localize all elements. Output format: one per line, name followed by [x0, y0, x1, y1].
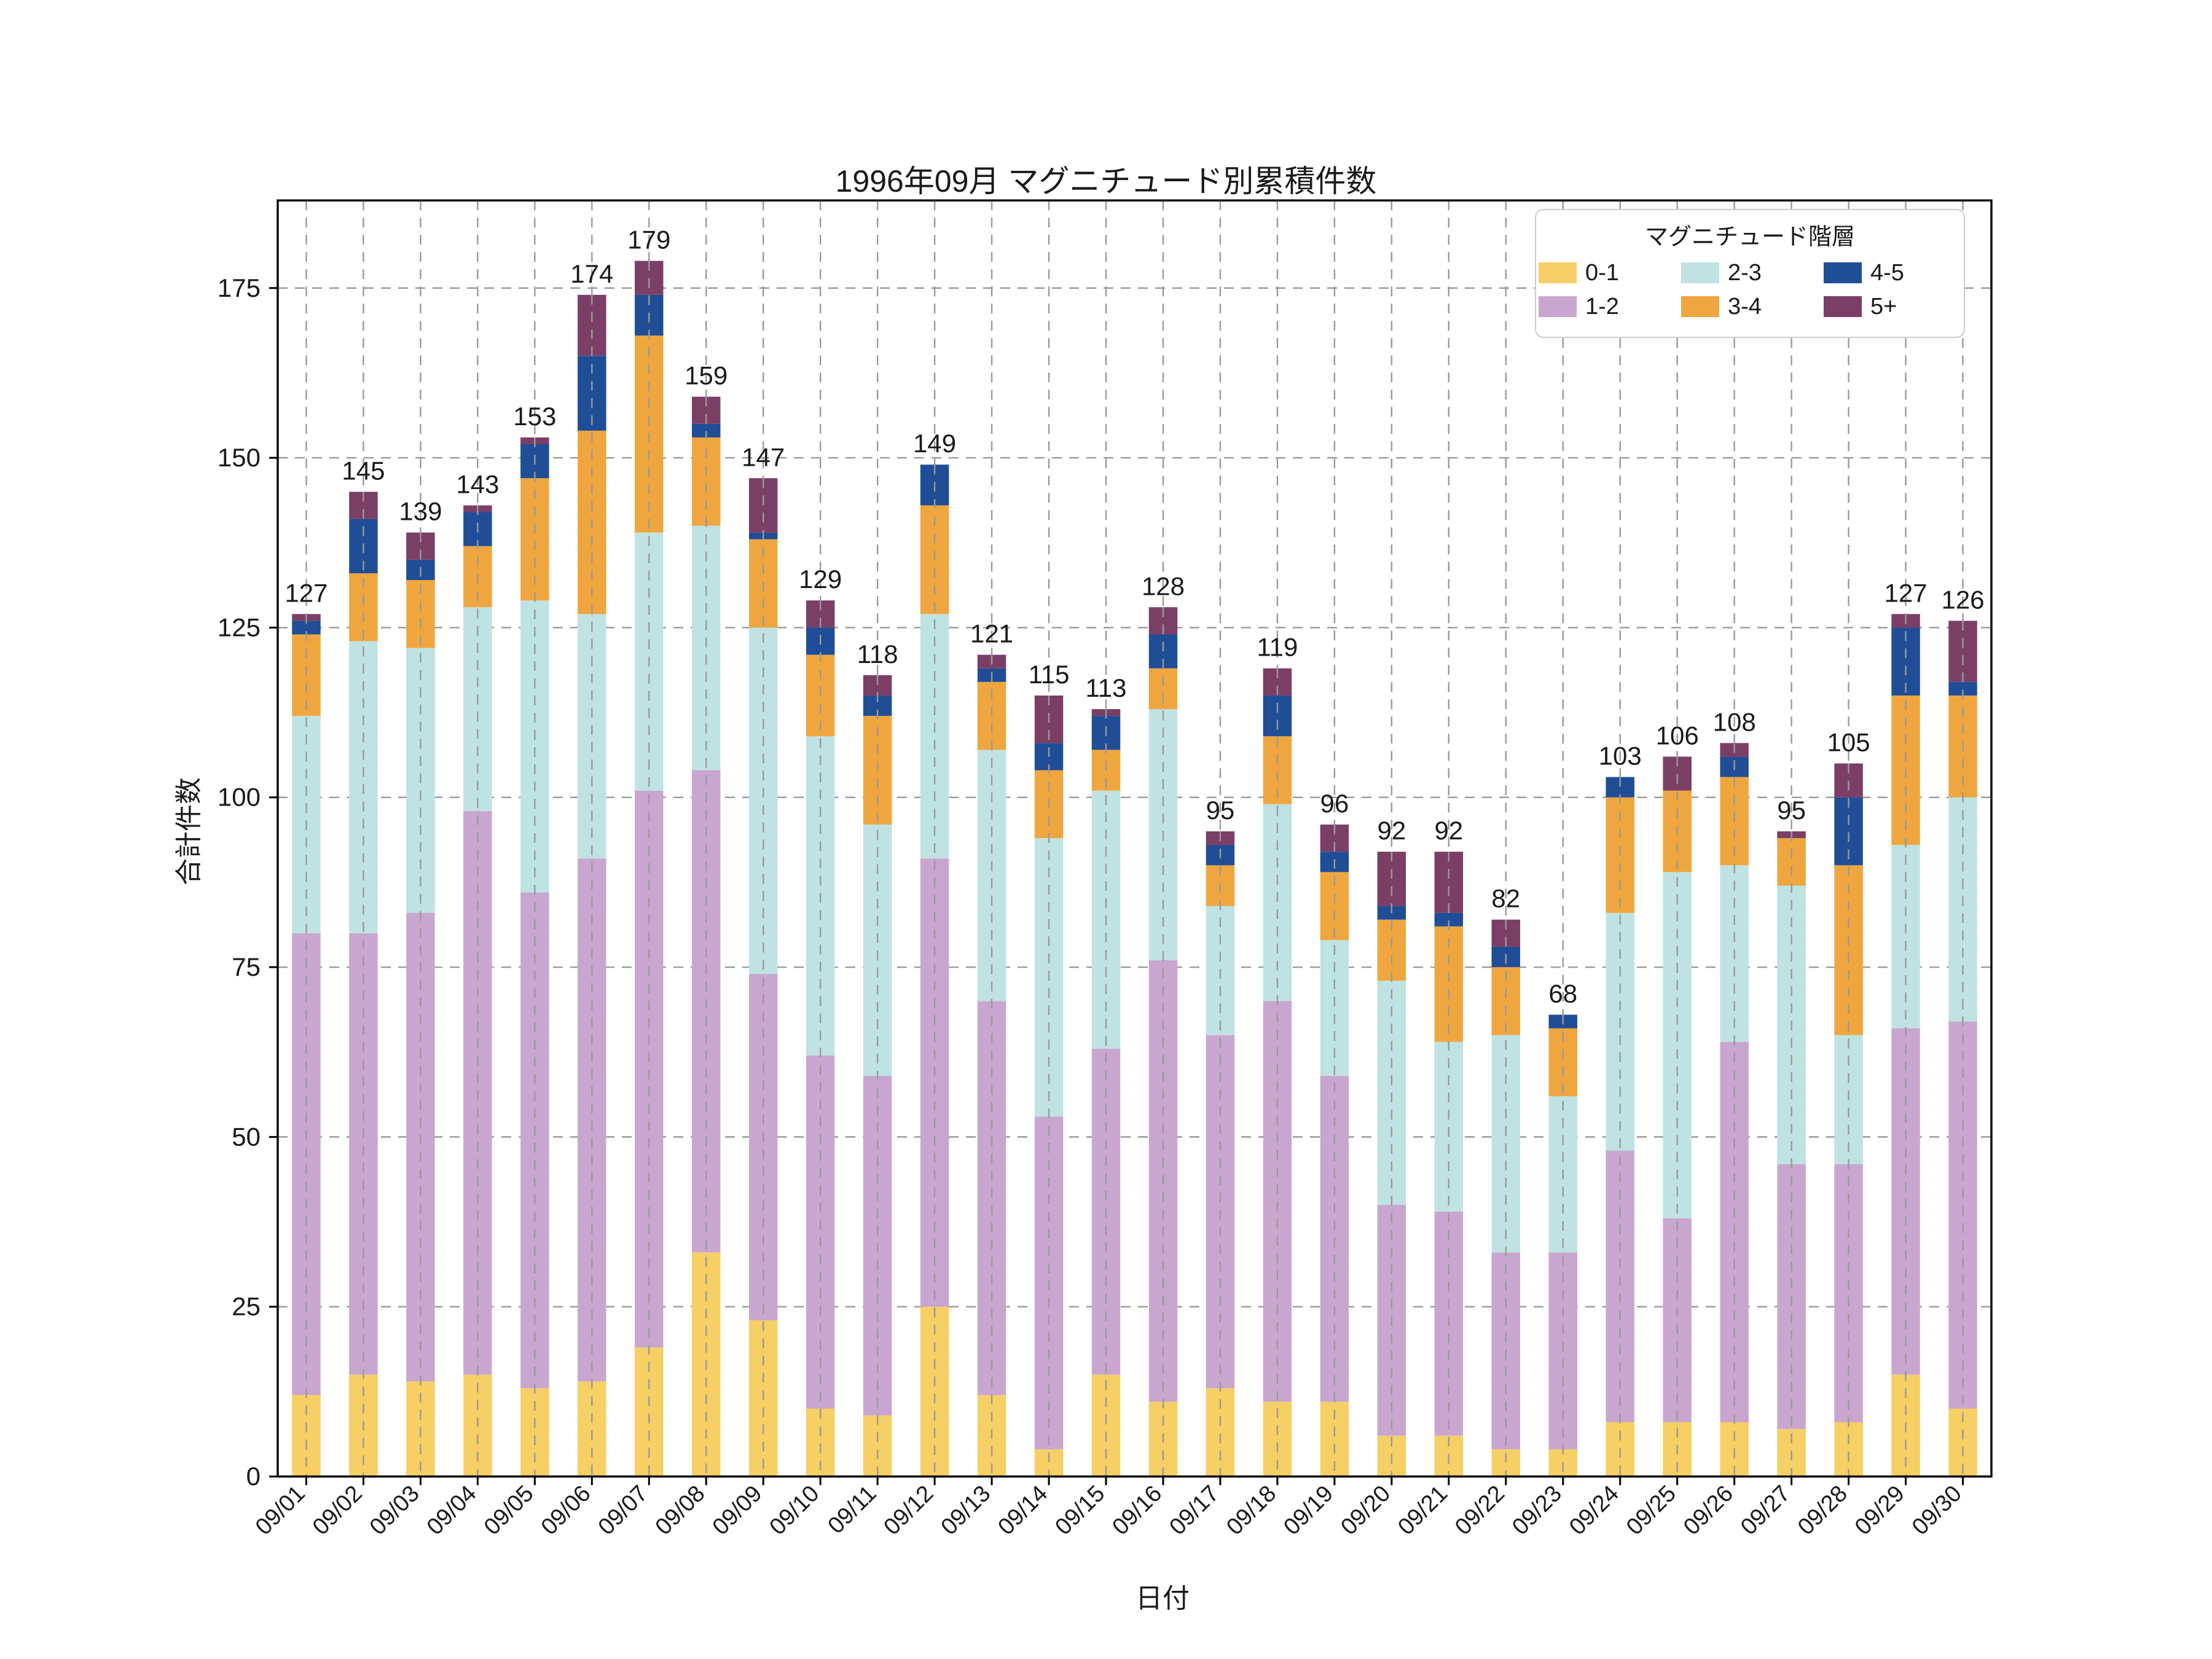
svg-text:96: 96 — [1320, 789, 1349, 818]
svg-text:100: 100 — [218, 783, 261, 812]
svg-text:09/19: 09/19 — [1279, 1481, 1338, 1540]
svg-text:09/14: 09/14 — [993, 1481, 1053, 1540]
svg-text:09/21: 09/21 — [1393, 1481, 1453, 1540]
svg-text:118: 118 — [857, 640, 898, 669]
svg-text:92: 92 — [1377, 816, 1406, 845]
svg-text:174: 174 — [570, 259, 613, 288]
svg-text:09/28: 09/28 — [1793, 1481, 1853, 1540]
svg-text:50: 50 — [232, 1122, 261, 1151]
svg-text:153: 153 — [513, 402, 556, 431]
svg-text:09/23: 09/23 — [1507, 1481, 1567, 1540]
svg-text:127: 127 — [1885, 578, 1928, 607]
svg-text:09/16: 09/16 — [1107, 1481, 1167, 1540]
svg-text:143: 143 — [456, 469, 499, 498]
svg-text:09/09: 09/09 — [708, 1481, 767, 1540]
svg-text:09/17: 09/17 — [1164, 1481, 1224, 1540]
svg-text:09/15: 09/15 — [1050, 1481, 1110, 1540]
svg-text:159: 159 — [684, 361, 728, 390]
svg-text:09/03: 09/03 — [365, 1481, 425, 1540]
svg-text:09/05: 09/05 — [479, 1481, 539, 1540]
svg-text:103: 103 — [1599, 742, 1642, 771]
svg-text:128: 128 — [1142, 571, 1185, 600]
svg-text:149: 149 — [913, 429, 956, 458]
svg-text:127: 127 — [284, 578, 327, 607]
svg-text:75: 75 — [232, 952, 261, 981]
svg-text:95: 95 — [1777, 796, 1806, 825]
svg-text:09/12: 09/12 — [879, 1481, 939, 1540]
svg-text:09/10: 09/10 — [765, 1481, 825, 1540]
svg-text:139: 139 — [399, 497, 442, 526]
svg-text:179: 179 — [627, 226, 670, 254]
svg-text:09/24: 09/24 — [1564, 1481, 1624, 1540]
svg-text:09/25: 09/25 — [1622, 1481, 1681, 1540]
svg-text:09/29: 09/29 — [1850, 1481, 1910, 1540]
svg-text:147: 147 — [742, 442, 785, 471]
svg-text:150: 150 — [218, 443, 261, 472]
svg-text:113: 113 — [1086, 673, 1127, 702]
svg-text:09/13: 09/13 — [936, 1481, 996, 1540]
svg-text:09/11: 09/11 — [823, 1481, 882, 1539]
svg-text:09/30: 09/30 — [1907, 1481, 1967, 1540]
svg-text:09/27: 09/27 — [1736, 1481, 1795, 1540]
svg-text:95: 95 — [1206, 796, 1235, 825]
svg-text:126: 126 — [1941, 585, 1984, 614]
svg-text:106: 106 — [1656, 721, 1699, 750]
svg-text:82: 82 — [1491, 884, 1520, 913]
svg-text:09/18: 09/18 — [1222, 1481, 1281, 1540]
svg-text:09/02: 09/02 — [308, 1481, 367, 1540]
svg-text:09/04: 09/04 — [422, 1481, 482, 1540]
svg-text:129: 129 — [799, 565, 842, 594]
svg-text:108: 108 — [1713, 707, 1756, 736]
svg-text:09/06: 09/06 — [536, 1481, 596, 1540]
svg-text:0: 0 — [246, 1462, 261, 1491]
svg-text:92: 92 — [1434, 816, 1463, 845]
svg-text:09/07: 09/07 — [594, 1481, 653, 1540]
svg-text:145: 145 — [342, 456, 385, 485]
svg-text:121: 121 — [970, 619, 1013, 648]
svg-text:125: 125 — [218, 613, 261, 641]
svg-text:115: 115 — [1029, 660, 1070, 689]
svg-text:09/22: 09/22 — [1450, 1481, 1510, 1540]
svg-text:175: 175 — [218, 273, 261, 302]
svg-text:119: 119 — [1257, 633, 1298, 662]
svg-text:105: 105 — [1827, 728, 1870, 756]
svg-text:09/26: 09/26 — [1679, 1481, 1738, 1540]
svg-text:09/08: 09/08 — [651, 1481, 710, 1540]
svg-text:25: 25 — [232, 1292, 261, 1321]
svg-text:68: 68 — [1548, 979, 1577, 1008]
svg-text:09/20: 09/20 — [1336, 1481, 1395, 1540]
